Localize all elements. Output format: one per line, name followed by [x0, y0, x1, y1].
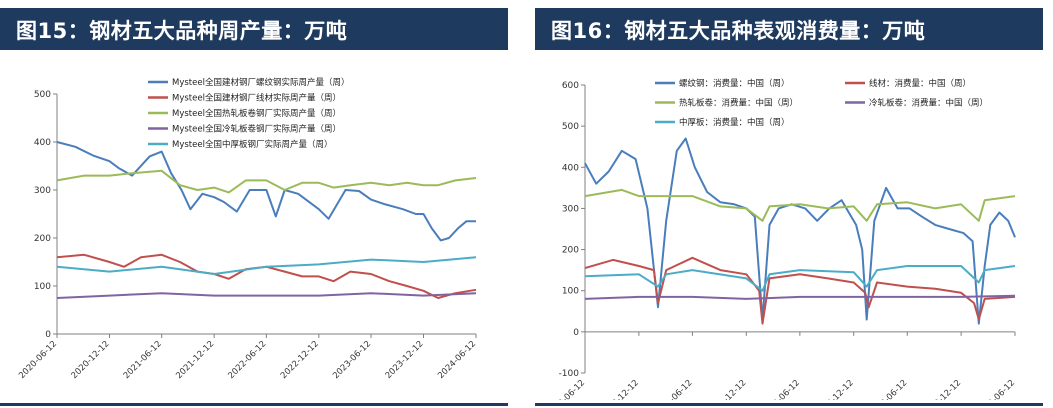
y-tick-label: 400 [34, 138, 51, 148]
series-line-1 [56, 253, 477, 299]
chart-title-bar: 图15：钢材五大品种周产量：万吨 [0, 8, 508, 50]
x-tick-label: 2024-06-12 [436, 339, 478, 381]
legend-entry: 中厚板：消费量：中国（周） [679, 117, 790, 128]
y-tick-label: 400 [562, 163, 579, 173]
legend-entry: Mysteel全国冷轧板卷钢厂实际周产量（周） [172, 124, 341, 135]
series-line-1 [584, 256, 1016, 325]
y-tick-label: 100 [34, 282, 51, 292]
x-tick-label: 2023-06-12 [867, 378, 909, 400]
y-tick-label: 100 [562, 287, 579, 297]
x-tick-label: 2020-06-12 [545, 378, 587, 400]
chart-title: 图16：钢材五大品种表观消费量：万吨 [551, 19, 926, 43]
x-tick-label: 2020-06-12 [17, 339, 59, 381]
x-tick-label: 2022-12-12 [279, 339, 321, 381]
y-tick-label: 0 [45, 330, 51, 340]
y-tick-label: 500 [34, 90, 51, 100]
chart-panel-production: 图15：钢材五大品种周产量：万吨 0 100 200 300 400 500 2020-06… [0, 0, 508, 408]
series-line-4 [584, 265, 1016, 292]
x-tick-label: 2023-12-12 [921, 378, 963, 400]
y-tick-label: 300 [562, 204, 579, 214]
x-tick-label: 2022-12-12 [814, 378, 856, 400]
chart-title-bar: 图16：钢材五大品种表观消费量：万吨 [535, 8, 1043, 50]
series-line-0 [56, 141, 476, 242]
x-tick-label: 2021-12-12 [174, 339, 216, 381]
y-tick-label: -100 [559, 369, 580, 379]
y-tick-label: 0 [573, 328, 579, 338]
chart-title: 图15：钢材五大品种周产量：万吨 [16, 19, 348, 43]
y-tick-label: 500 [562, 122, 579, 132]
y-tick-label: 600 [562, 81, 579, 91]
y-tick-label: 200 [562, 246, 579, 256]
consumption-line-chart: -100 0 100 200 300 400 500 600 2020-06-12 2020-12… [545, 78, 1017, 400]
x-tick-label: 2021-06-12 [122, 339, 164, 381]
bottom-rule [535, 403, 1043, 406]
legend-entry: Mysteel全国热轧板卷钢厂实际周产量（周） [172, 108, 341, 119]
y-tick-label: 200 [34, 234, 51, 244]
legend-entry: 热轧板卷：消费量：中国（周） [679, 98, 798, 109]
series-line-0 [584, 137, 1016, 325]
series-line-2 [56, 169, 477, 194]
x-tick-label: 2022-06-12 [226, 339, 268, 381]
bottom-rule [0, 403, 508, 406]
x-tick-label: 2024-06-12 [975, 378, 1017, 400]
legend-entry: 冷轧板卷：消费量：中国（周） [869, 98, 988, 109]
series-line-3 [584, 294, 1016, 300]
x-tick-label: 2022-06-12 [760, 378, 802, 400]
legend-entry: Mysteel全国建材钢厂螺纹钢实际周产量（周） [172, 77, 349, 88]
series-line-2 [584, 188, 1016, 222]
series-line-4 [56, 256, 477, 275]
x-tick-label: 2020-12-12 [599, 378, 641, 400]
legend-entry: 螺纹钢：消费量：中国（周） [679, 78, 790, 89]
x-tick-label: 2023-06-12 [331, 339, 373, 381]
x-tick-label: 2023-12-12 [384, 339, 426, 381]
chart-panel-consumption: 图16：钢材五大品种表观消费量：万吨 -100 0 100 200 300 400 500 6… [535, 0, 1043, 408]
x-tick-label: 2021-12-12 [706, 378, 748, 400]
x-tick-label: 2020-12-12 [70, 339, 112, 381]
legend-entry: Mysteel全国中厚板钢厂实际周产量（周） [172, 139, 332, 150]
series-line-3 [56, 292, 477, 299]
y-tick-label: 300 [34, 186, 51, 196]
legend-entry: 线材：消费量：中国（周） [869, 78, 971, 89]
legend-entry: Mysteel全国建材钢厂线材实际周产量（周） [172, 93, 341, 104]
x-tick-label: 2021-06-12 [653, 378, 695, 400]
